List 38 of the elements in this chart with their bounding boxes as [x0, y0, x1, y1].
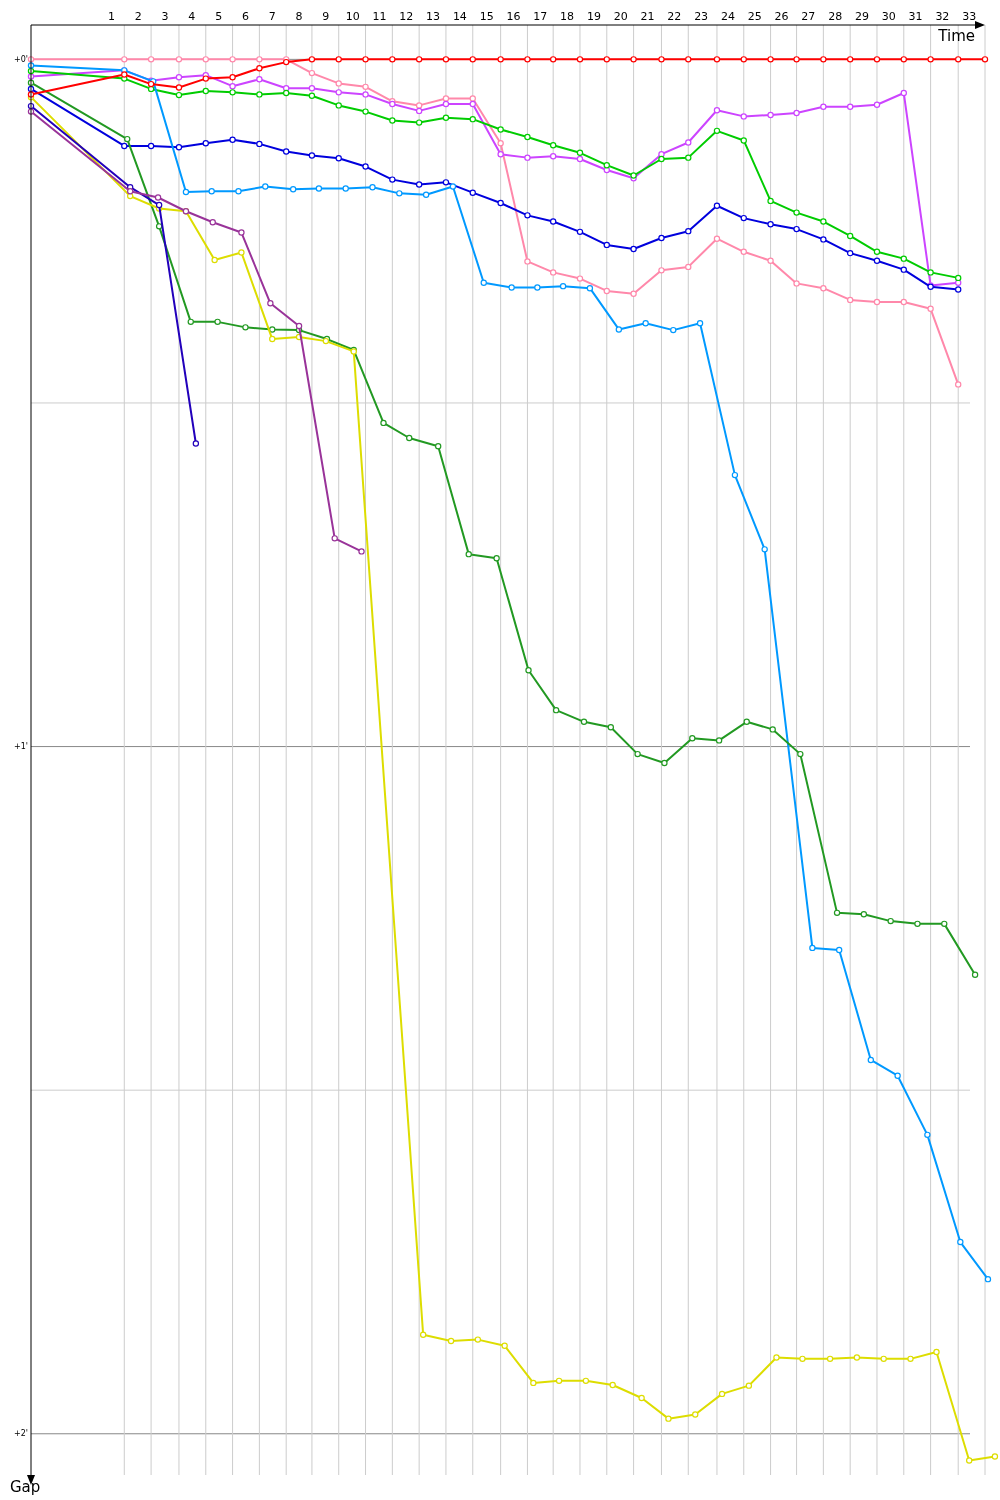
x-tick-label: 18 [560, 10, 575, 23]
x-tick-label: 32 [935, 10, 950, 23]
x-axis-title: Time [937, 27, 975, 45]
y-tick-label: +2' [14, 1429, 28, 1439]
x-tick-label: 16 [506, 10, 521, 23]
x-tick-label: 22 [667, 10, 682, 23]
x-tick-label: 27 [801, 10, 816, 23]
x-tick-label: 28 [828, 10, 843, 23]
x-tick-label: 2 [134, 10, 142, 23]
y-axis-title: Gap [10, 1478, 41, 1496]
x-tick-label: 14 [452, 10, 467, 23]
x-tick-label: 30 [881, 10, 896, 23]
x-tick-label: 20 [613, 10, 628, 23]
x-tick-label: 9 [322, 10, 330, 23]
x-tick-label: 6 [241, 10, 249, 23]
x-tick-label: 10 [345, 10, 360, 23]
x-tick-label: 5 [215, 10, 223, 23]
x-tick-label: 17 [533, 10, 548, 23]
x-tick-label: 33 [962, 10, 977, 23]
x-tick-label: 15 [479, 10, 494, 23]
x-tick-label: 1 [107, 10, 115, 23]
x-tick-label: 7 [268, 10, 276, 23]
x-tick-label: 24 [720, 10, 735, 23]
x-tick-label: 4 [188, 10, 196, 23]
x-tick-label: 25 [747, 10, 762, 23]
x-tick-label: 3 [161, 10, 169, 23]
x-tick-label: 21 [640, 10, 655, 23]
y-tick-label: +1' [14, 742, 28, 752]
x-tick-label: 8 [295, 10, 303, 23]
x-tick-label: 11 [372, 10, 387, 23]
x-tick-label: 12 [399, 10, 414, 23]
y-tick-label: +0' [14, 54, 28, 64]
x-tick-label: 26 [774, 10, 789, 23]
x-tick-label: 31 [908, 10, 923, 23]
x-tick-label: 29 [854, 10, 869, 23]
x-tick-label: 23 [694, 10, 709, 23]
x-tick-label: 19 [586, 10, 601, 23]
x-tick-label: 13 [426, 10, 441, 23]
